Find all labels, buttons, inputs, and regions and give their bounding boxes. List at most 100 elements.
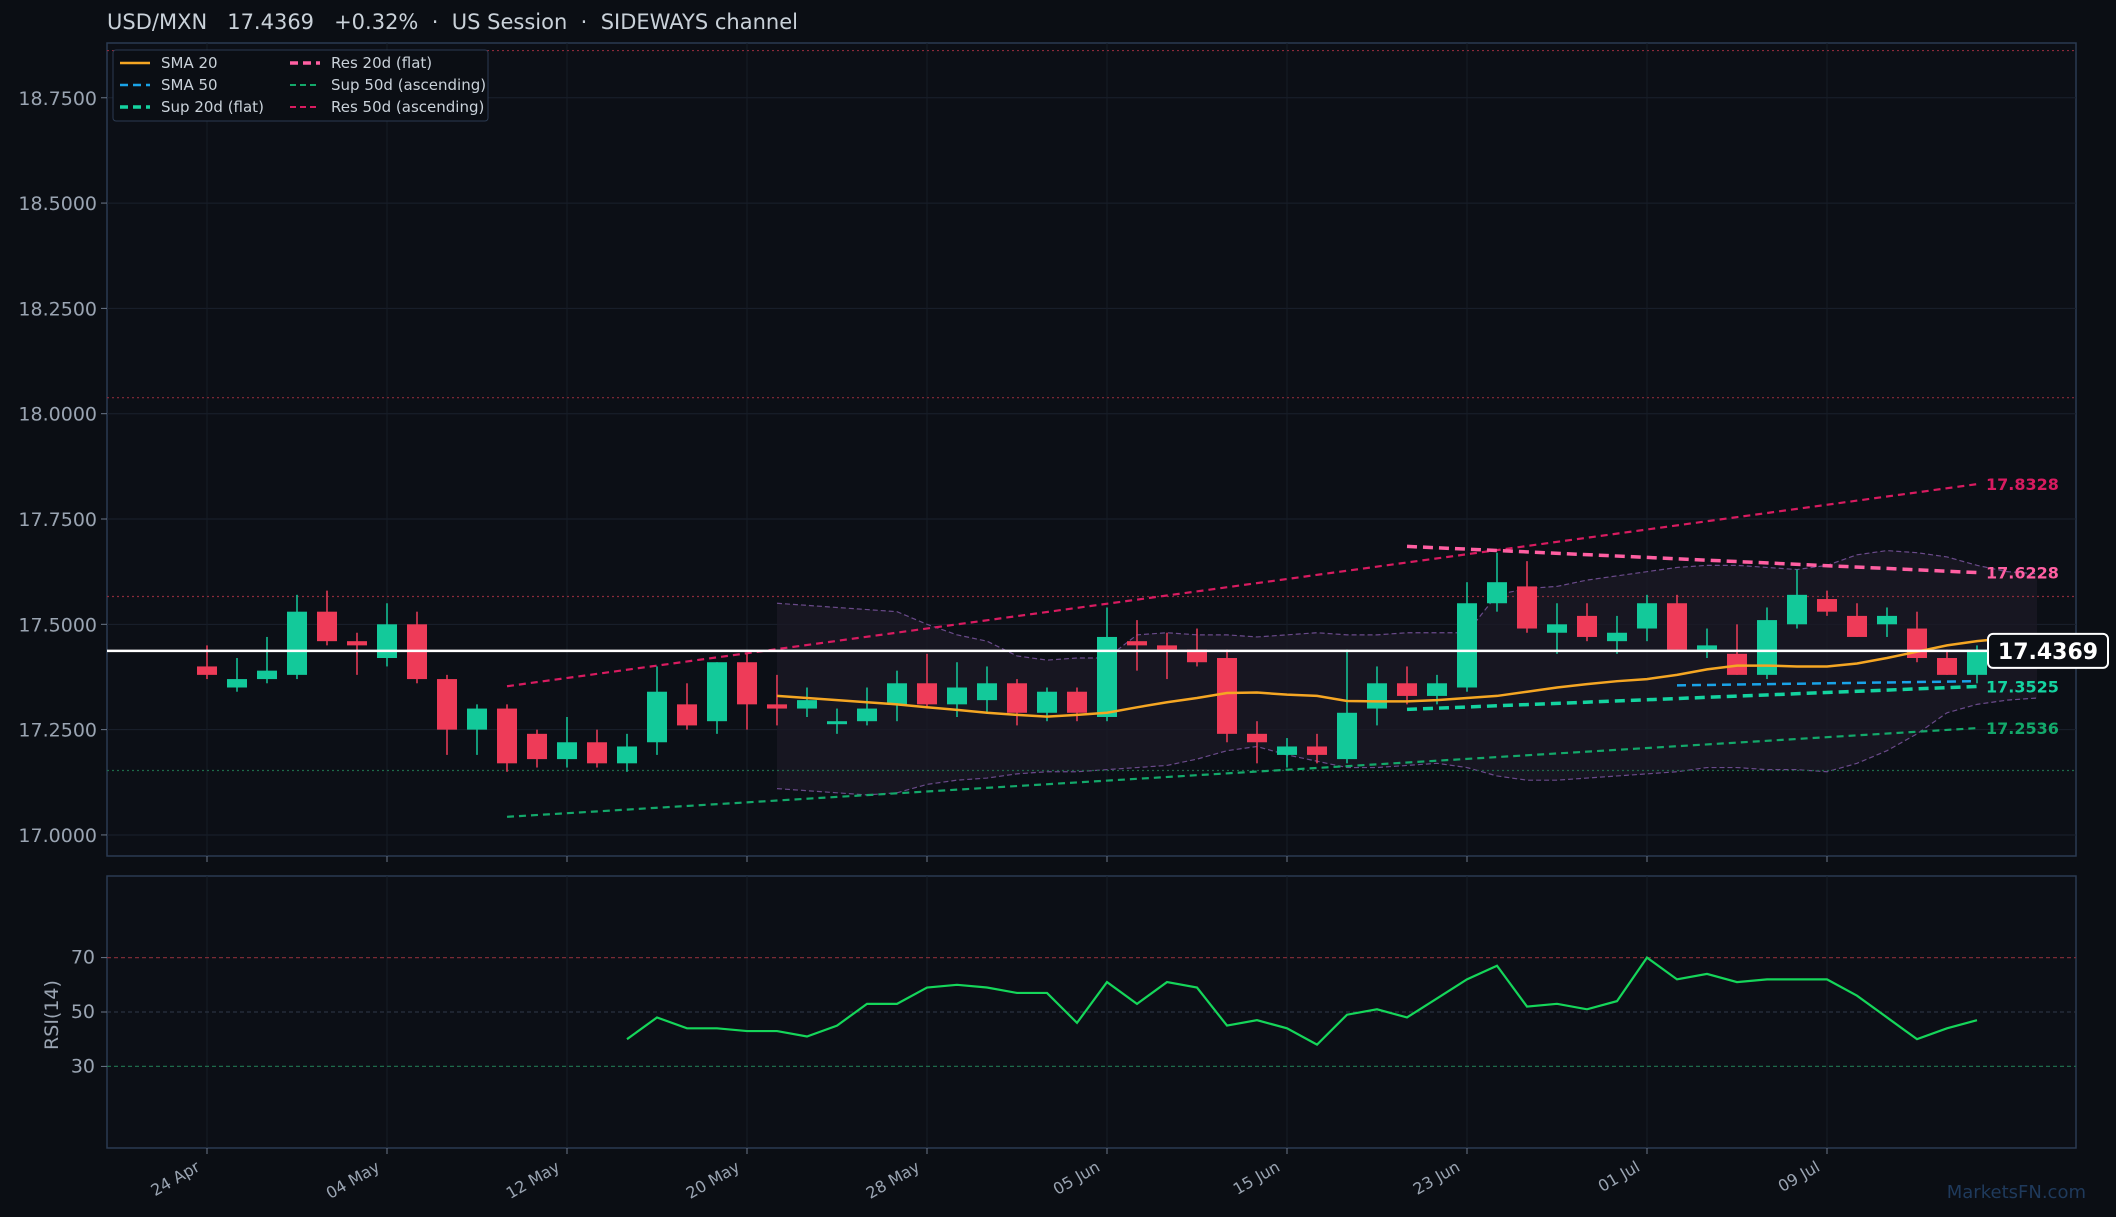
- candle-body: [1877, 615, 1897, 625]
- x-tick-label: 05 Jun: [1050, 1157, 1103, 1199]
- candle-body: [1817, 599, 1837, 612]
- candle-body: [1757, 620, 1777, 675]
- candle-body: [977, 683, 997, 701]
- x-tick-label: 12 May: [503, 1157, 563, 1203]
- level-label: 17.3525: [1986, 677, 2059, 696]
- candle: [1817, 590, 1837, 616]
- x-tick-label: 15 Jun: [1230, 1157, 1283, 1199]
- level-label: 17.6228: [1986, 564, 2059, 583]
- candle: [647, 666, 667, 755]
- candle-body: [797, 700, 817, 709]
- candle-body: [377, 624, 397, 659]
- candle: [767, 674, 787, 726]
- candle-body: [1247, 733, 1267, 743]
- candle-body: [557, 742, 577, 760]
- price-tick-label: 17.5000: [18, 614, 97, 636]
- candle-body: [827, 721, 847, 725]
- symbol-label: USD/MXN: [107, 10, 208, 34]
- regime-label: SIDEWAYS channel: [600, 10, 798, 34]
- candle-body: [1787, 594, 1807, 625]
- last-price-label: 17.4369: [1998, 640, 2098, 665]
- candle-body: [1127, 641, 1147, 646]
- candle: [797, 687, 817, 717]
- candle: [947, 662, 967, 717]
- candle: [1307, 733, 1327, 764]
- session-label: US Session: [451, 10, 568, 34]
- candle: [857, 687, 877, 726]
- candle-body: [1667, 603, 1687, 650]
- candle: [467, 704, 487, 755]
- candle: [1127, 620, 1147, 671]
- candle-body: [497, 708, 517, 764]
- rsi-axis-label: RSI(14): [41, 980, 63, 1050]
- candle-body: [1517, 586, 1537, 629]
- candle-body: [617, 746, 637, 764]
- candle-body: [857, 708, 877, 722]
- candle-body: [1067, 691, 1087, 713]
- sma50-line: [1676, 679, 1978, 687]
- candle: [317, 590, 337, 646]
- candle: [287, 594, 307, 680]
- candle-body: [707, 662, 727, 722]
- candle-body: [647, 691, 667, 743]
- price-tick-label: 18.5000: [18, 193, 97, 215]
- candle: [257, 636, 277, 684]
- rsi-line: [626, 956, 1978, 1046]
- candle-body: [1217, 658, 1237, 734]
- legend-entry: Sup 50d (ascending): [331, 76, 486, 94]
- candle: [377, 603, 397, 667]
- candle: [1697, 628, 1717, 659]
- legend: SMA 20 SMA 50 Sup 20d (flat) Res 20d (flat)…: [112, 49, 489, 122]
- candle: [737, 653, 757, 730]
- sma20-line: [776, 634, 2038, 718]
- legend-entry: Res 50d (ascending): [331, 98, 484, 116]
- price-label: 17.4369: [227, 10, 315, 34]
- candle-body: [1727, 653, 1747, 675]
- candle: [707, 662, 727, 734]
- candle: [497, 704, 517, 772]
- candle-body: [737, 662, 757, 705]
- candle-body: [1487, 582, 1507, 604]
- candle: [1607, 615, 1627, 654]
- candle: [557, 716, 577, 768]
- candle: [917, 653, 937, 709]
- candle-body: [467, 708, 487, 730]
- candle: [437, 674, 457, 755]
- candle: [1487, 552, 1507, 612]
- candle: [347, 632, 367, 675]
- candle: [1187, 628, 1207, 667]
- chart-title: USD/MXN 17.4369 +0.32% · US Session · SI…: [107, 10, 798, 34]
- candle-body: [1427, 683, 1447, 696]
- watermark: MarketsFN.com: [1946, 1182, 2086, 1203]
- candle-body: [1397, 683, 1417, 696]
- rsi-tick-label: 30: [71, 1055, 95, 1077]
- sup50-line: [506, 727, 1978, 818]
- candle: [1337, 649, 1357, 764]
- separator: ·: [431, 10, 439, 34]
- candle-body: [1637, 603, 1657, 629]
- candle: [677, 683, 697, 730]
- candle-body: [947, 687, 967, 705]
- legend-entry: Sup 20d (flat): [161, 98, 264, 116]
- candle: [827, 708, 847, 734]
- candle: [587, 729, 607, 768]
- candle: [1517, 561, 1537, 633]
- price-tick-label: 18.0000: [18, 404, 97, 426]
- candle-body: [1967, 649, 1987, 675]
- change-label: +0.32%: [334, 10, 419, 34]
- candle-body: [1037, 691, 1057, 713]
- candle-body: [1457, 603, 1477, 688]
- candle-body: [197, 666, 217, 675]
- candle: [1007, 679, 1027, 726]
- price-tick-label: 17.0000: [18, 825, 97, 847]
- candle: [1397, 666, 1417, 705]
- candle-body: [317, 611, 337, 642]
- candle: [1637, 594, 1657, 642]
- candle-body: [1277, 746, 1297, 755]
- candle-body: [1337, 712, 1357, 760]
- candle-body: [587, 742, 607, 764]
- candle-body: [437, 679, 457, 730]
- x-tick-label: 24 Apr: [147, 1157, 203, 1200]
- x-tick-label: 01 Jul: [1595, 1157, 1643, 1196]
- candle: [527, 729, 547, 768]
